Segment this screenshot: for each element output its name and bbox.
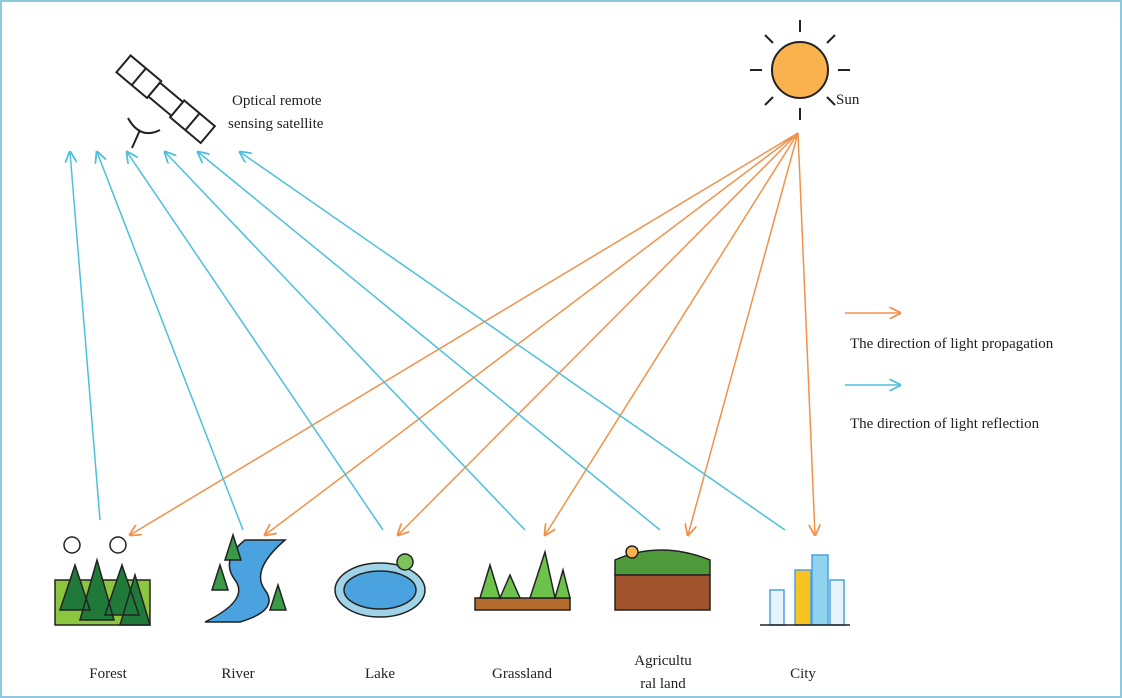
node-label: Lake: [365, 666, 395, 682]
node-label: City: [790, 666, 816, 682]
diagram: Optical remote sensing satellite Sun The…: [0, 0, 1122, 698]
node-label: Forest: [89, 666, 127, 682]
node-label: Grassland: [492, 666, 552, 682]
legend-label: The direction of light propagation: [850, 336, 1054, 352]
node-label: River: [221, 666, 254, 682]
satellite-label: sensing satellite: [228, 116, 324, 132]
node-label: ral land: [640, 676, 686, 692]
satellite-label: Optical remote: [232, 93, 322, 109]
node-label: Agricultu: [634, 653, 692, 669]
agricultural-icon: [615, 546, 710, 610]
legend-label: The direction of light reflection: [850, 416, 1040, 432]
sun-label: Sun: [836, 92, 860, 108]
